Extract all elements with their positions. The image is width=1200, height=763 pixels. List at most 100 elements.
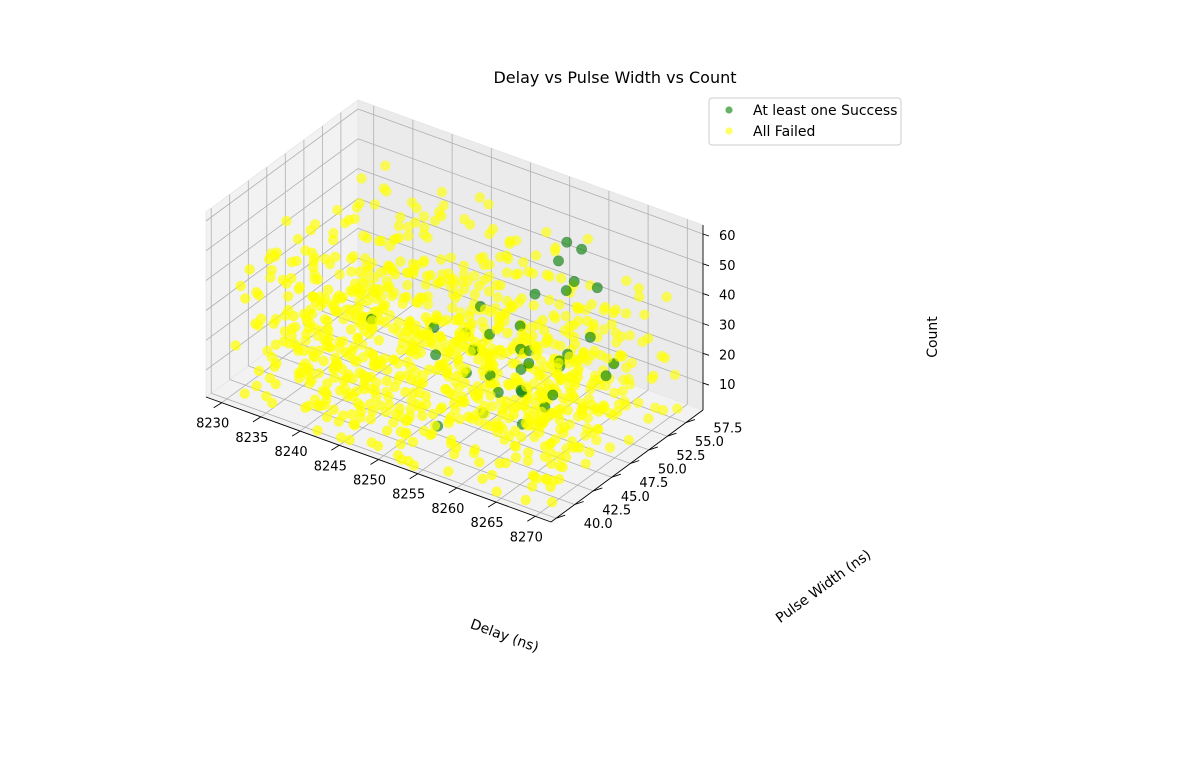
x-tick — [527, 515, 536, 522]
scatter-point-failed — [369, 385, 381, 396]
y-tick — [593, 487, 603, 492]
scatter-point-failed — [352, 398, 363, 409]
scatter-point-failed — [386, 290, 398, 302]
x-tick — [409, 473, 418, 480]
scatter-point-failed — [412, 297, 423, 309]
scatter-point-failed — [459, 377, 470, 389]
scatter-point-failed — [244, 264, 255, 275]
scatter-point-failed — [266, 397, 278, 409]
scatter-point-failed — [501, 402, 512, 413]
scatter-point-failed — [582, 315, 593, 327]
scatter-point-failed — [419, 222, 430, 233]
scatter-point-failed — [402, 370, 413, 381]
scatter-point-failed — [235, 280, 246, 292]
scatter-point-failed — [484, 228, 495, 240]
x-tick-label: 8255 — [392, 488, 425, 503]
scatter-point-failed — [375, 358, 387, 370]
scatter-point-failed — [312, 274, 324, 285]
scatter-point-success — [552, 255, 564, 267]
scatter-point-failed — [535, 386, 546, 397]
scatter-point-failed — [657, 405, 669, 416]
scatter-point-failed — [364, 346, 375, 358]
scatter-point-failed — [595, 350, 607, 361]
scatter-point-failed — [639, 309, 650, 320]
scatter-point-failed — [510, 372, 521, 383]
scatter-point-failed — [528, 471, 540, 482]
x-tick-label: 8235 — [235, 431, 268, 446]
scatter-point-failed — [411, 202, 422, 214]
scatter-point-failed — [349, 278, 361, 289]
scatter-point-failed — [364, 328, 375, 340]
scatter-point-failed — [586, 299, 597, 310]
scatter-point-failed — [380, 406, 392, 418]
scatter-point-failed — [381, 375, 392, 387]
legend-label-failed: All Failed — [753, 124, 815, 140]
scatter-point-failed — [661, 291, 672, 303]
scatter-point-failed — [527, 331, 538, 342]
scatter-point-failed — [319, 334, 330, 345]
scatter-point-failed — [546, 497, 558, 508]
scatter-point-failed — [609, 387, 620, 399]
scatter-point-success — [576, 243, 588, 255]
scatter-point-failed — [313, 400, 324, 411]
scatter-point-failed — [466, 318, 477, 329]
scatter-point-failed — [410, 217, 421, 228]
y-tick-label: 42.5 — [602, 504, 631, 519]
scatter-point-failed — [510, 452, 522, 463]
scatter-point-failed — [541, 227, 552, 238]
scatter-point-failed — [330, 251, 341, 263]
scatter-point-failed — [346, 266, 357, 277]
scatter-point-failed — [253, 290, 265, 301]
scatter-point-failed — [519, 331, 530, 342]
scatter-point-failed — [390, 233, 401, 244]
scatter-point-failed — [239, 388, 250, 399]
scatter-point-failed — [554, 299, 565, 310]
scatter-point-failed — [305, 225, 316, 236]
y-tick — [556, 514, 566, 519]
scatter-point-failed — [643, 333, 654, 344]
scatter-point-failed — [420, 279, 432, 290]
scatter-point-failed — [406, 395, 417, 406]
scatter-point-failed — [553, 357, 564, 369]
scatter-point-failed — [544, 294, 555, 306]
z-tick-label: 60 — [719, 229, 736, 244]
scatter-point-failed — [431, 364, 443, 376]
scatter-point-failed — [523, 447, 534, 458]
scatter-point-failed — [395, 344, 407, 356]
scatter-point-failed — [352, 332, 363, 344]
scatter-point-failed — [361, 232, 373, 244]
scatter-point-failed — [479, 408, 491, 419]
scatter-point-failed — [373, 235, 385, 247]
scatter-point-failed — [448, 398, 460, 409]
scatter-point-failed — [539, 441, 551, 452]
scatter-point-failed — [422, 291, 433, 302]
scatter-point-failed — [562, 405, 573, 416]
scatter-point-failed — [373, 335, 385, 346]
scatter-point-failed — [634, 291, 645, 302]
scatter-point-failed — [469, 289, 480, 300]
scatter-point-failed — [354, 295, 365, 307]
scatter-point-failed — [429, 420, 441, 431]
scatter-point-success — [584, 331, 596, 343]
scatter-point-failed — [569, 356, 581, 368]
scatter-point-failed — [507, 358, 518, 369]
scatter-point-failed — [491, 486, 502, 497]
z-tick-label: 40 — [719, 289, 736, 304]
scatter-point-failed — [546, 458, 557, 469]
y-tick — [667, 432, 677, 437]
scatter-point-failed — [528, 300, 539, 311]
scatter-point-failed — [452, 370, 463, 381]
scatter-point-failed — [322, 378, 333, 389]
scatter-point-failed — [669, 369, 681, 380]
scatter-point-success — [547, 389, 559, 401]
scatter-point-failed — [369, 199, 381, 210]
scatter-point-failed — [418, 211, 430, 222]
legend-marker-failed — [725, 127, 733, 135]
scatter-point-failed — [306, 308, 318, 320]
scatter-point-failed — [327, 300, 339, 311]
gridline-z-left — [205, 108, 359, 222]
scatter-point-failed — [263, 254, 275, 265]
scatter-point-failed — [452, 343, 463, 355]
scatter-point-failed — [569, 338, 581, 350]
scatter-point-failed — [303, 323, 315, 334]
